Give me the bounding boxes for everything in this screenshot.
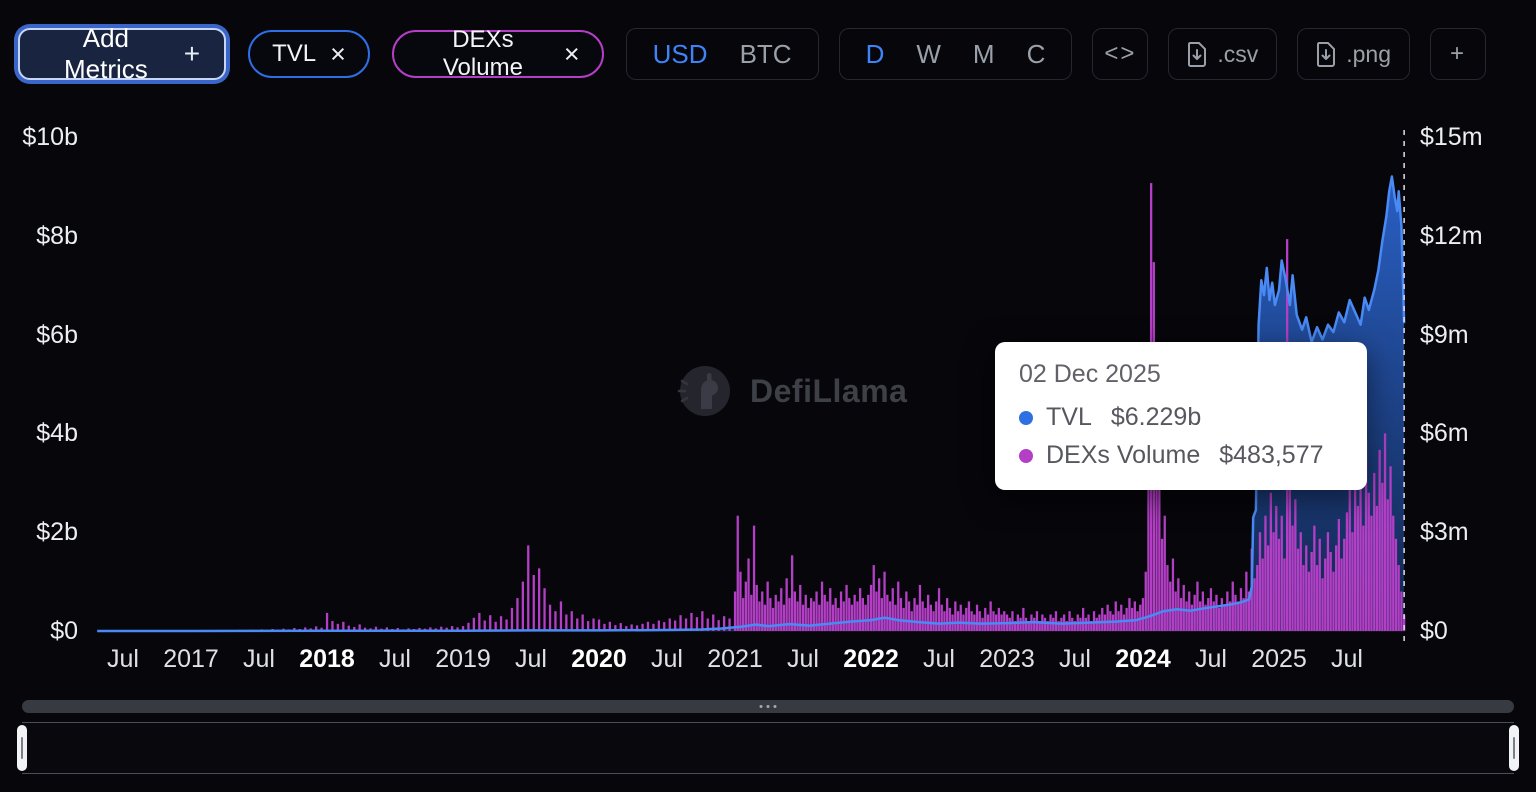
x-axis-label: Jul <box>923 645 955 673</box>
code-brackets-icon: <> <box>1104 40 1137 67</box>
x-axis-label: 2017 <box>163 645 219 673</box>
y-axis-label-right: $0 <box>1420 617 1448 645</box>
interval-option-w[interactable]: W <box>916 38 941 69</box>
zoom-scrollbar[interactable] <box>22 700 1514 713</box>
y-axis-label-left: $8b <box>36 221 78 250</box>
y-axis-label-right: $15m <box>1420 123 1483 151</box>
scrollbar-grip-icon[interactable] <box>759 705 777 708</box>
x-axis-label: 2024 <box>1115 645 1171 673</box>
x-axis-label: 2018 <box>299 645 355 673</box>
x-axis-label: 2023 <box>979 645 1035 673</box>
chart-toolbar: Add Metrics + TVL × DEXs Volume × USD BT… <box>14 23 1486 84</box>
y-axis-label-right: $9m <box>1420 320 1469 349</box>
file-download-icon <box>1317 41 1336 67</box>
x-axis-label: Jul <box>107 645 139 673</box>
x-axis-label: Jul <box>379 645 411 673</box>
llama-icon <box>677 366 730 416</box>
defillama-watermark: DefiLlama <box>674 360 907 422</box>
y-axis-label-right: $6m <box>1420 419 1469 448</box>
x-axis-label: Jul <box>1059 645 1091 673</box>
currency-toggle: USD BTC <box>625 28 819 80</box>
y-axis-label-left: $0 <box>50 617 78 645</box>
interval-option-c[interactable]: C <box>1026 38 1046 69</box>
metric-pill-label: DEXs Volume <box>442 26 523 81</box>
tvl-series-dot <box>1019 410 1033 425</box>
export-csv-button[interactable]: .csv <box>1168 28 1278 80</box>
file-download-icon <box>1188 41 1207 67</box>
x-axis-label: 2020 <box>571 645 627 673</box>
x-axis-label: Jul <box>1331 645 1363 673</box>
x-axis-label: Jul <box>1195 645 1227 673</box>
tooltip-date: 02 Dec 2025 <box>1019 360 1161 388</box>
close-icon[interactable]: × <box>563 38 580 69</box>
add-metrics-label: Add Metrics <box>64 23 148 84</box>
brush-handle-left[interactable] <box>17 725 27 771</box>
tooltip-series-name: TVL <box>1046 403 1092 431</box>
embed-code-button[interactable]: <> <box>1092 28 1149 80</box>
y-axis-label-left: $10b <box>22 123 78 151</box>
x-axis-label: 2022 <box>843 645 899 673</box>
y-axis-label-left: $2b <box>36 518 78 547</box>
watermark-text: DefiLlama <box>750 372 908 409</box>
currency-option-usd[interactable]: USD <box>652 38 708 69</box>
interval-toggle: D W M C <box>838 28 1073 80</box>
export-png-label: .png <box>1346 40 1391 67</box>
x-axis-label: 2021 <box>707 645 763 673</box>
chart-tooltip: 02 Dec 2025 TVL $6.229b DEXs Volume $483… <box>995 342 1367 490</box>
close-icon[interactable]: × <box>330 38 346 69</box>
x-axis-label: 2025 <box>1251 645 1307 673</box>
plus-icon: + <box>1449 40 1466 67</box>
interval-option-m[interactable]: M <box>972 38 995 69</box>
add-metrics-button[interactable]: Add Metrics + <box>18 23 227 84</box>
y-axis-label-left: $6b <box>36 320 78 349</box>
tooltip-series-value: $6.229b <box>1110 403 1202 431</box>
plus-icon: + <box>183 38 201 69</box>
export-png-button[interactable]: .png <box>1297 28 1410 80</box>
x-axis-label: Jul <box>243 645 275 673</box>
metric-pill-dexs-volume[interactable]: DEXs Volume × <box>391 26 604 81</box>
tooltip-series-name: DEXs Volume <box>1046 441 1201 469</box>
y-axis-label-right: $12m <box>1420 221 1483 250</box>
export-csv-label: .csv <box>1217 40 1259 67</box>
x-axis-label: Jul <box>787 645 819 673</box>
dexs-volume-series-dot <box>1019 448 1033 463</box>
zoom-brush-window[interactable] <box>22 722 1514 774</box>
x-axis-label: 2019 <box>435 645 491 673</box>
y-axis-label-left: $4b <box>36 419 78 448</box>
metric-pill-label: TVL <box>272 40 317 67</box>
y-axis-label-right: $3m <box>1420 518 1469 547</box>
x-axis-label: Jul <box>651 645 683 673</box>
add-panel-button[interactable]: + <box>1430 28 1486 80</box>
toolbar-right-group: USD BTC D W M C <> .csv .png + <box>625 28 1486 80</box>
tooltip-row-dexs-volume: DEXs Volume $483,577 <box>1019 441 1343 470</box>
tooltip-row-tvl: TVL $6.229b <box>1019 403 1343 432</box>
brush-handle-right[interactable] <box>1509 725 1519 771</box>
tooltip-series-value: $483,577 <box>1219 441 1324 469</box>
metric-pill-tvl[interactable]: TVL × <box>248 30 370 78</box>
interval-option-d[interactable]: D <box>865 38 885 69</box>
x-axis-label: Jul <box>515 645 547 673</box>
currency-option-btc[interactable]: BTC <box>739 38 792 69</box>
